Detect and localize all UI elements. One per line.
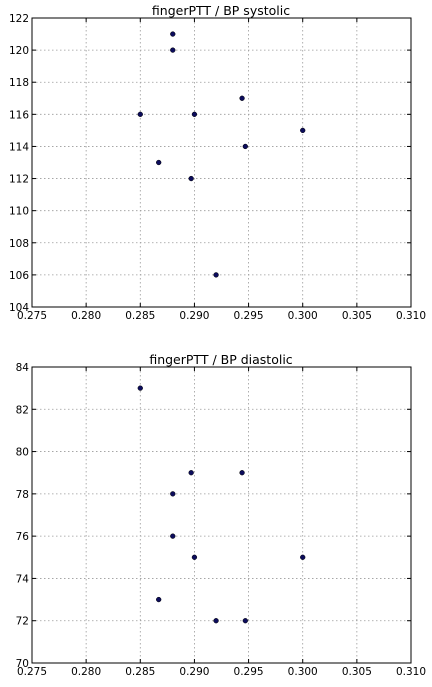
data-point [188, 175, 194, 182]
data-point [242, 143, 248, 150]
y-tick-label: 72 [16, 616, 29, 628]
y-tick-label: 104 [9, 302, 29, 314]
x-tick-label: 0.295 [234, 310, 264, 322]
y-tick-label: 116 [9, 109, 29, 121]
data-point [213, 618, 219, 624]
data-point [300, 554, 306, 560]
x-tick-label: 0.310 [396, 310, 426, 322]
data-point [191, 554, 198, 560]
y-tick-label: 118 [9, 77, 29, 89]
chart-title: fingerPTT / BP systolic [152, 3, 290, 18]
data-point [239, 470, 245, 476]
y-tick-label: 74 [16, 573, 30, 585]
x-tick-label: 0.290 [179, 310, 209, 322]
data-point [213, 272, 219, 278]
x-tick-label: 0.280 [71, 310, 101, 322]
data-point [156, 159, 162, 166]
y-tick-label: 114 [9, 141, 29, 153]
x-tick-label: 0.285 [125, 666, 155, 678]
x-tick-label: 0.275 [17, 310, 47, 322]
diastolic-chart: fingerPTT / BP diastolic 0.275 0.280 0.285… [16, 352, 426, 678]
x-tick-label: 0.305 [342, 310, 372, 322]
systolic-chart: fingerPTT / BP systolic 0.275 0.280 0.285 0… [9, 3, 426, 322]
y-tick-label: 122 [9, 13, 29, 25]
data-point [170, 491, 176, 497]
y-tick-label: 106 [9, 270, 29, 282]
chart-title: fingerPTT / BP diastolic [149, 352, 292, 367]
y-tick-label: 112 [9, 174, 29, 186]
x-tick-label: 0.295 [234, 666, 264, 678]
data-point [170, 47, 176, 53]
y-tick-label: 120 [9, 45, 29, 57]
data-point [239, 95, 245, 101]
data-point [300, 127, 306, 134]
x-tick-label: 0.275 [17, 666, 47, 678]
y-tick-label: 70 [16, 658, 29, 670]
x-tick-label: 0.300 [288, 310, 318, 322]
y-tick-label: 82 [16, 404, 29, 416]
data-point [170, 533, 176, 539]
plot-frame [31, 17, 412, 308]
y-tick-label: 84 [16, 362, 30, 374]
y-tick-label: 110 [9, 206, 29, 218]
data-point [170, 31, 176, 37]
data-point [137, 111, 143, 117]
data-point [137, 385, 143, 391]
data-point [188, 470, 194, 476]
y-tick-label: 78 [16, 489, 29, 501]
data-point [191, 111, 198, 117]
data-point [242, 618, 248, 624]
data-point [156, 596, 162, 603]
x-tick-label: 0.310 [396, 666, 426, 678]
x-tick-label: 0.285 [125, 310, 155, 322]
x-tick-label: 0.300 [288, 666, 318, 678]
y-tick-label: 108 [9, 238, 29, 250]
x-tick-label: 0.280 [71, 666, 101, 678]
x-tick-label: 0.305 [342, 666, 372, 678]
y-tick-label: 76 [16, 531, 30, 543]
plot-frame [31, 366, 412, 664]
y-tick-label: 80 [16, 447, 29, 459]
x-tick-label: 0.290 [179, 666, 209, 678]
